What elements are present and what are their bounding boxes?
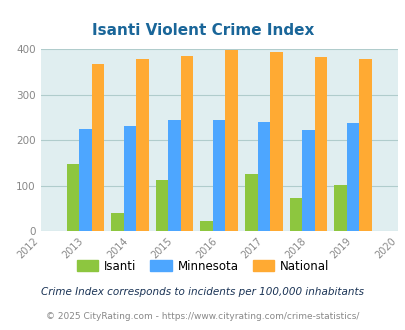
Bar xyxy=(346,123,358,231)
Bar xyxy=(79,129,91,231)
Legend: Isanti, Minnesota, National: Isanti, Minnesota, National xyxy=(72,255,333,278)
Bar xyxy=(225,50,237,231)
Bar xyxy=(269,52,282,231)
Text: Crime Index corresponds to incidents per 100,000 inhabitants: Crime Index corresponds to incidents per… xyxy=(41,287,364,297)
Bar xyxy=(136,59,148,231)
Bar xyxy=(213,120,225,231)
Bar xyxy=(314,57,326,231)
Bar xyxy=(257,122,269,231)
Bar xyxy=(289,198,302,231)
Bar xyxy=(91,64,104,231)
Bar xyxy=(180,56,193,231)
Bar xyxy=(66,164,79,231)
Text: © 2025 CityRating.com - https://www.cityrating.com/crime-statistics/: © 2025 CityRating.com - https://www.city… xyxy=(46,312,359,321)
Bar xyxy=(358,59,371,231)
Bar xyxy=(124,126,136,231)
Bar xyxy=(302,130,314,231)
Bar xyxy=(334,185,346,231)
Bar xyxy=(200,221,213,231)
Bar xyxy=(156,180,168,231)
Bar xyxy=(168,120,180,231)
Bar xyxy=(111,213,124,231)
Bar xyxy=(245,174,257,231)
Text: Isanti Violent Crime Index: Isanti Violent Crime Index xyxy=(92,23,313,38)
